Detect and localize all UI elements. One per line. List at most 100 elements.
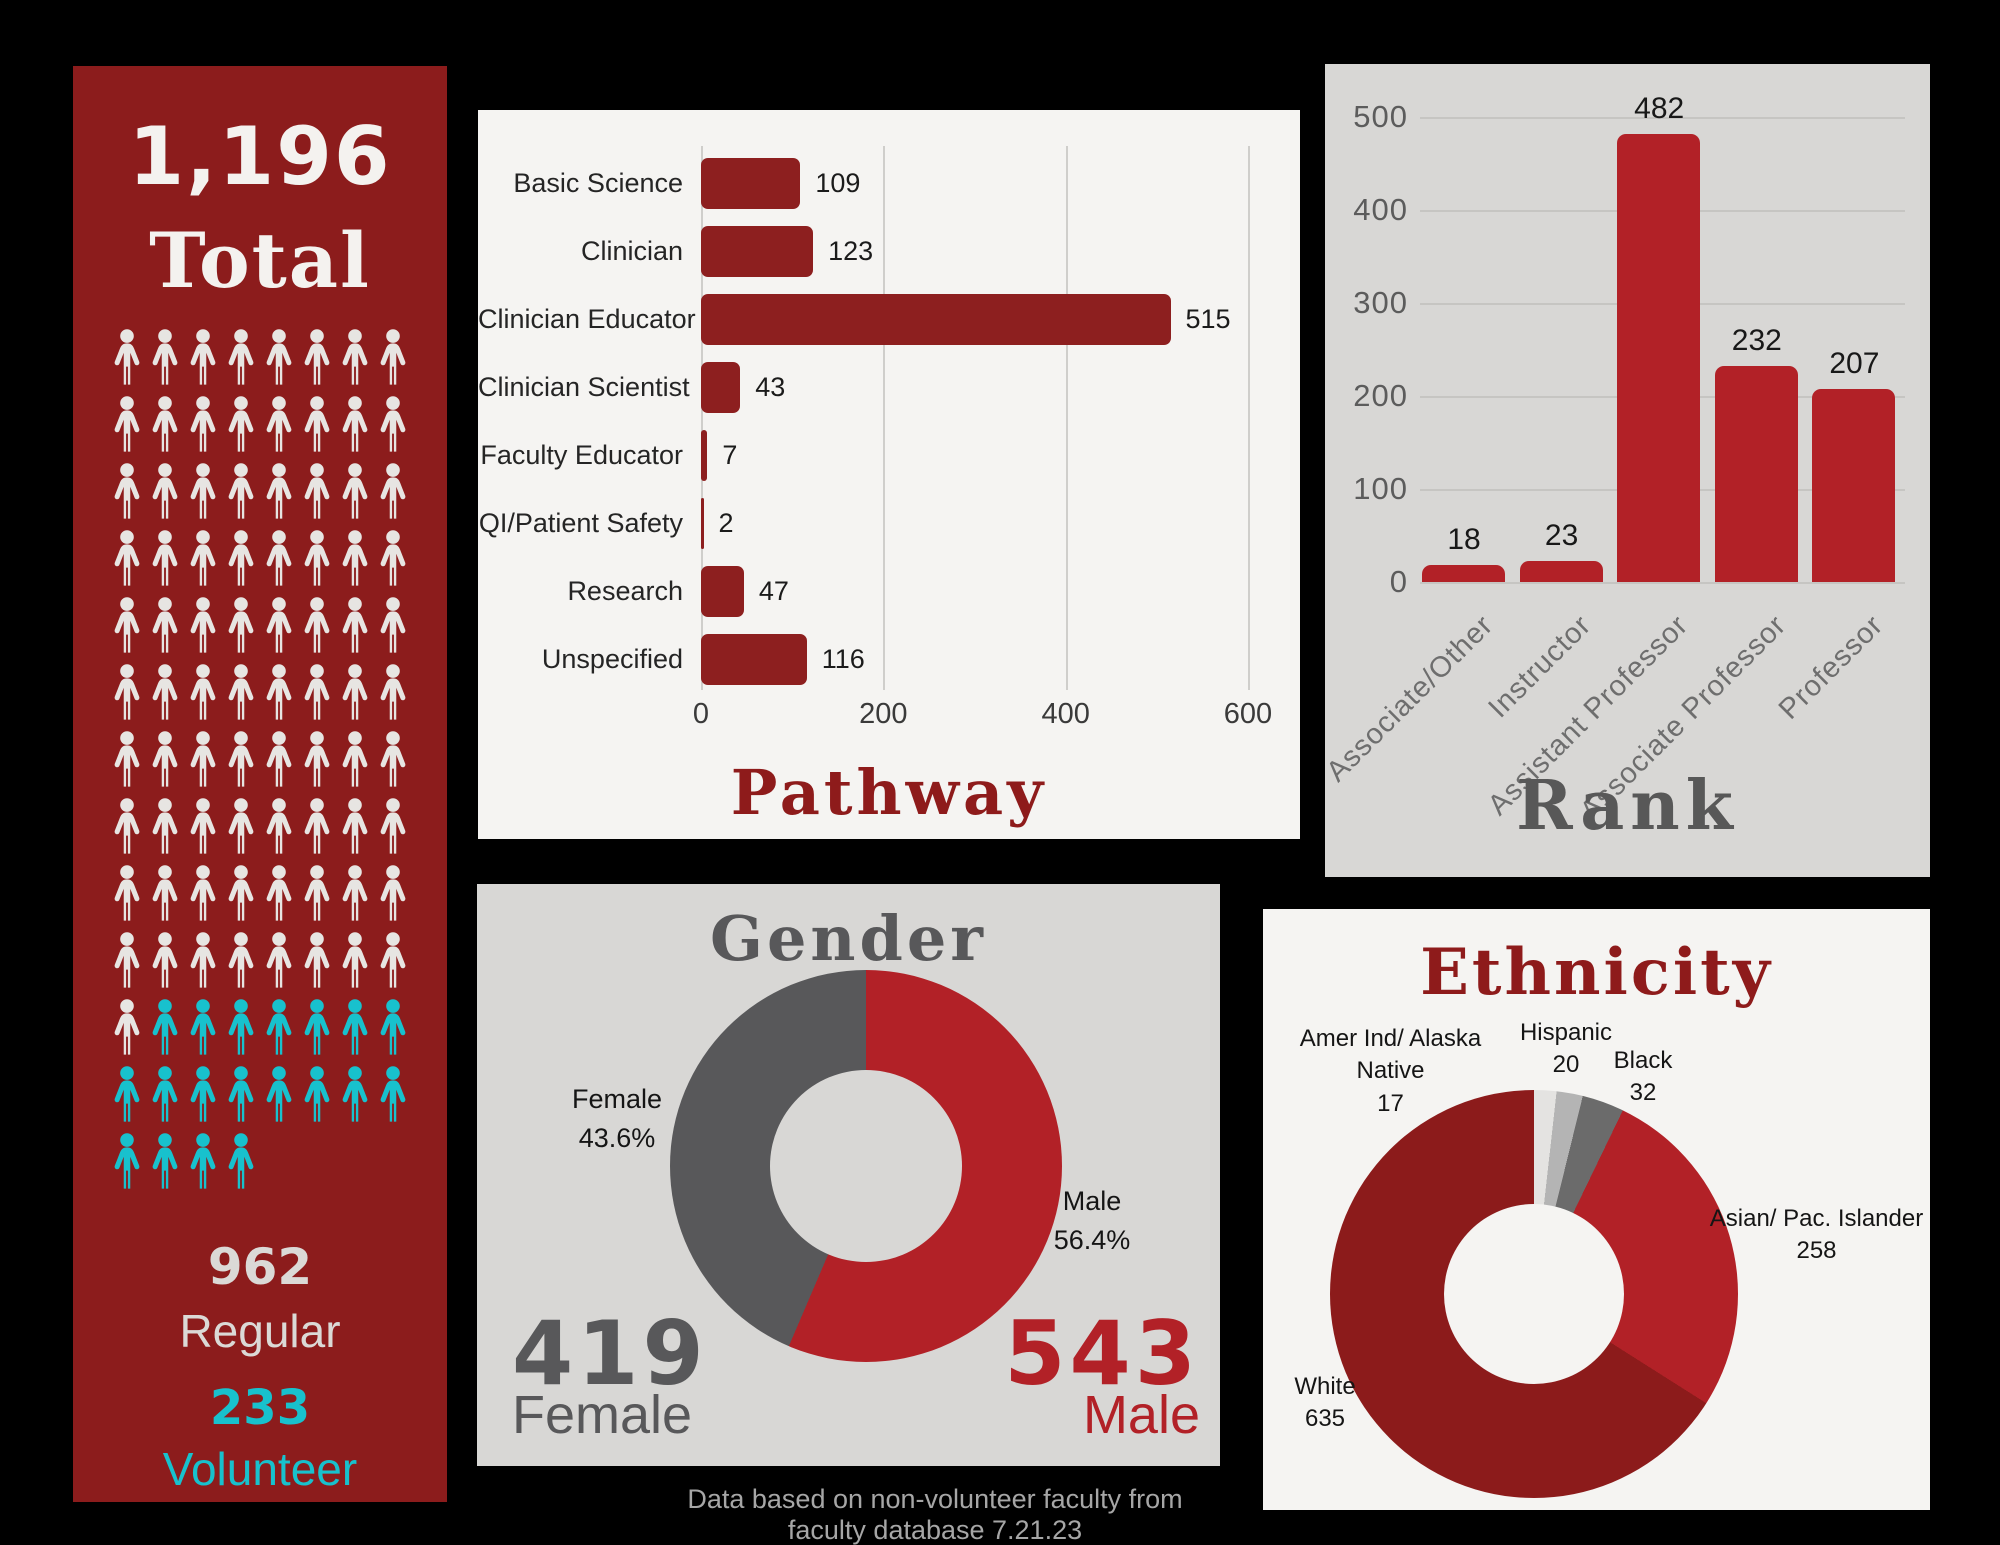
- regular-person-icon: [186, 529, 220, 587]
- regular-person-icon: [186, 462, 220, 520]
- volunteer-person-icon: [224, 1132, 258, 1190]
- regular-person-icon: [376, 931, 410, 989]
- regular-person-icon: [376, 730, 410, 788]
- x-tick-label: 200: [859, 698, 908, 730]
- data-source-note: Data based on non-volunteer faculty from…: [687, 1484, 1183, 1545]
- category-label: Unspecified: [541, 644, 683, 674]
- volunteer-person-icon: [148, 1132, 182, 1190]
- regular-person-icon: [186, 663, 220, 721]
- ethnicity-donut-hole: [1444, 1204, 1624, 1384]
- regular-person-icon: [148, 395, 182, 453]
- regular-person-icon: [110, 864, 144, 922]
- male-total-label: Male: [1082, 1385, 1200, 1445]
- regular-person-icon: [376, 663, 410, 721]
- x-tick-label: 400: [1041, 698, 1090, 730]
- regular-person-icon: [300, 797, 334, 855]
- bar: [701, 498, 704, 549]
- volunteer-person-icon: [110, 1065, 144, 1123]
- regular-person-icon: [338, 931, 372, 989]
- regular-person-icon: [376, 529, 410, 587]
- regular-person-icon: [338, 395, 372, 453]
- regular-person-icon: [110, 931, 144, 989]
- x-tick-label: 0: [692, 698, 710, 730]
- regular-person-icon: [300, 395, 334, 453]
- bar: [701, 362, 741, 413]
- volunteer-person-icon: [148, 1065, 182, 1123]
- bar: [701, 226, 814, 277]
- ethnicity-chart-title: Ethnicity: [1420, 935, 1773, 1010]
- ethnicity-chart: Ethnicity Amer Ind/ Alaska Native 17 His…: [1263, 909, 1930, 1510]
- male-slice-label: Male 56.4%: [1053, 1186, 1131, 1256]
- regular-person-icon: [110, 797, 144, 855]
- regular-person-icon: [262, 663, 296, 721]
- regular-person-icon: [262, 864, 296, 922]
- volunteer-person-icon: [186, 998, 220, 1056]
- regular-person-icon: [110, 395, 144, 453]
- regular-person-icon: [186, 864, 220, 922]
- volunteer-person-icon: [186, 1065, 220, 1123]
- bar: [701, 294, 1171, 345]
- regular-person-icon: [300, 730, 334, 788]
- gridline: [1065, 146, 1068, 690]
- volunteer-person-icon: [376, 1065, 410, 1123]
- regular-person-icon: [262, 529, 296, 587]
- volunteer-person-icon: [262, 998, 296, 1056]
- regular-person-icon: [262, 730, 296, 788]
- bar: [1812, 389, 1896, 582]
- value-label: 482: [1634, 91, 1685, 125]
- regular-person-icon: [110, 529, 144, 587]
- regular-person-icon: [338, 663, 372, 721]
- regular-person-icon: [338, 730, 372, 788]
- regular-person-icon: [148, 529, 182, 587]
- category-label: Associate/Other: [1320, 609, 1500, 789]
- regular-person-icon: [148, 462, 182, 520]
- regular-person-icon: [224, 864, 258, 922]
- value-label: 232: [1731, 324, 1782, 358]
- amerind-slice-label: Amer Ind/ Alaska Native 17: [1299, 1025, 1482, 1117]
- regular-person-icon: [338, 864, 372, 922]
- gender-chart-title: Gender: [710, 902, 987, 975]
- volunteer-person-icon: [224, 1065, 258, 1123]
- regular-person-icon: [224, 395, 258, 453]
- regular-person-icon: [186, 328, 220, 386]
- volunteer-label: Volunteer: [162, 1443, 358, 1495]
- regular-label: Regular: [179, 1305, 341, 1357]
- y-tick-label: 400: [1353, 192, 1408, 227]
- regular-person-icon: [300, 596, 334, 654]
- regular-person-icon: [186, 797, 220, 855]
- regular-person-icon: [224, 596, 258, 654]
- category-label: Basic Science: [513, 168, 683, 198]
- bar: [701, 566, 744, 617]
- regular-person-icon: [262, 596, 296, 654]
- regular-person-icon: [300, 931, 334, 989]
- regular-person-icon: [376, 797, 410, 855]
- male-total: 543: [1004, 1302, 1200, 1405]
- regular-person-icon: [148, 864, 182, 922]
- bar: [701, 634, 807, 685]
- regular-person-icon: [262, 395, 296, 453]
- bar: [1714, 366, 1798, 582]
- regular-person-icon: [376, 462, 410, 520]
- regular-person-icon: [224, 328, 258, 386]
- category-label: QI/Patient Safety: [478, 508, 683, 538]
- y-tick-label: 0: [1389, 564, 1408, 599]
- value-label: 207: [1829, 347, 1880, 381]
- gridline: [1420, 117, 1905, 119]
- category-label: Clinician Educator: [478, 304, 696, 334]
- gender-chart: Gender Female 43.6% Male 56.4% 419 Femal…: [477, 884, 1220, 1466]
- value-label: 109: [815, 168, 861, 198]
- regular-person-icon: [338, 462, 372, 520]
- regular-person-icon: [338, 596, 372, 654]
- regular-person-icon: [186, 596, 220, 654]
- value-label: 123: [828, 236, 874, 266]
- regular-person-icon: [376, 864, 410, 922]
- female-total: 419: [512, 1302, 708, 1405]
- regular-person-icon: [262, 462, 296, 520]
- hispanic-slice-label: Hispanic 20: [1519, 1019, 1613, 1079]
- regular-count: 962: [207, 1238, 313, 1296]
- rank-chart: 0 100 200 300 400 500 18 Associate/Other 23 Instr…: [1320, 64, 1930, 877]
- bar: [701, 158, 801, 209]
- value-label: 515: [1185, 304, 1231, 334]
- asian-slice-label: Asian/ Pac. Islander 258: [1709, 1205, 1924, 1265]
